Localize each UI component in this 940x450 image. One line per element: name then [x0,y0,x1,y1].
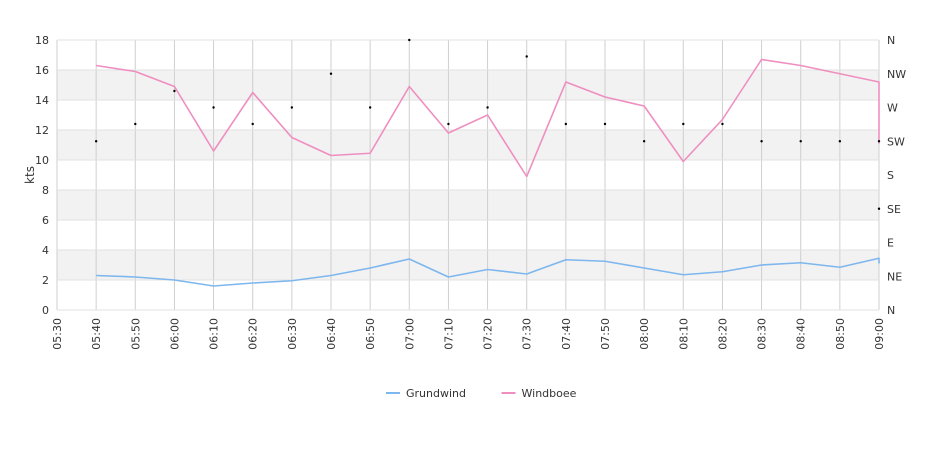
horizontal-gridlines [57,39,879,311]
x-tick-label: 07:20 [482,318,495,350]
direction-point [212,106,215,109]
direction-point [486,106,489,109]
y-tick-label: 0 [42,304,49,317]
direction-point [877,140,881,143]
x-tick-label: 08:20 [716,318,729,350]
direction-point [408,38,411,42]
y-tick-label: 18 [35,34,49,47]
x-tick-label: 08:30 [756,318,769,350]
x-tick-label: 08:40 [795,318,808,350]
direction-tick-label: SE [887,203,901,216]
background-bands [57,70,879,280]
x-tick-label: 06:20 [247,318,260,350]
x-tick-label: 07:50 [599,318,612,350]
x-tick-label: 08:50 [834,318,847,350]
direction-point [251,122,254,126]
direction-point [838,140,842,143]
direction-point [329,72,333,75]
x-axis-ticks: 05:30 05:40 05:50 06:00 06:10 06:20 06:30 06:40… [51,318,886,350]
y-tick-label: 16 [35,64,49,77]
direction-point [721,122,724,126]
legend-label-grundwind: Grundwind [406,387,466,400]
y-axis-ticks: 0 2 4 6 8 10 12 14 16 18 [35,34,49,317]
legend-label-windboee: Windboee [522,387,577,400]
grid-band [57,190,879,220]
x-tick-label: 06:10 [208,318,221,350]
direction-point [877,207,881,210]
x-tick-label: 07:10 [442,318,455,350]
direction-point [134,122,137,126]
direction-point [642,140,646,143]
y-tick-label: 14 [35,94,49,107]
direction-point [447,122,450,126]
direction-tick-label: NE [887,270,902,283]
y-tick-label: 4 [42,244,49,257]
direction-tick-label: SW [887,135,905,148]
x-tick-label: 06:30 [286,318,299,350]
x-tick-label: 08:00 [638,318,651,350]
direction-tick-label: W [887,102,898,115]
direction-points [94,38,881,210]
y-tick-label: 6 [42,214,49,227]
x-tick-label: 09:00 [873,318,886,350]
y-tick-label: 10 [35,154,49,167]
direction-point [760,140,763,143]
direction-point [290,106,294,109]
legend: Grundwind Windboee [386,387,577,400]
x-tick-label: 06:00 [168,318,181,350]
x-tick-label: 06:50 [364,318,377,350]
series-line-windboee [96,58,880,178]
direction-tick-label: N [887,34,895,47]
x-tick-label: 05:50 [129,318,142,350]
series-lines [96,58,880,287]
x-tick-label: 05:40 [90,318,103,350]
grid-band [57,130,879,160]
direction-point [603,122,607,126]
x-tick-label: 08:10 [677,318,690,350]
direction-point [564,122,568,126]
x-tick-label: 06:40 [325,318,338,350]
direction-tick-label: N [887,304,895,317]
y-tick-label: 2 [42,274,49,287]
y-tick-label: 8 [42,184,49,197]
x-tick-label: 07:30 [521,318,534,350]
direction-tick-label: S [887,169,894,182]
direction-tick-label: NW [887,68,906,81]
direction-point [368,106,372,109]
y-tick-label: 12 [35,124,49,137]
direction-point [525,55,528,58]
x-tick-label: 07:40 [560,318,573,350]
direction-tick-label: E [887,237,894,250]
direction-point [94,140,98,143]
direction-point [799,140,802,143]
grid-band [57,250,879,280]
y-axis-label: kts [23,166,37,184]
series-line-grundwind [96,257,880,287]
right-axis-ticks: N NE E SE S SW W NW N [887,34,906,317]
grid-band [57,70,879,100]
direction-point [682,122,685,126]
direction-point [173,89,176,93]
x-tick-label: 05:30 [51,318,64,350]
x-tick-label: 07:00 [403,318,416,350]
